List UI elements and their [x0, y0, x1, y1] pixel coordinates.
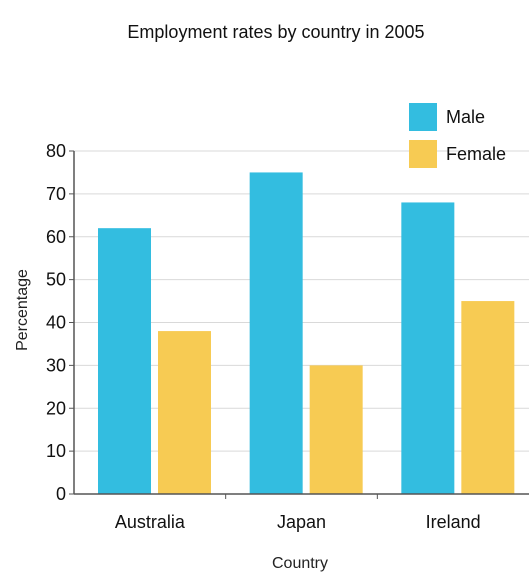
x-axis-ticks: Australia Japan Ireland — [115, 512, 481, 532]
legend-label-female: Female — [446, 144, 506, 164]
x-tick-label-japan: Japan — [277, 512, 326, 532]
bar-female-australia — [158, 331, 211, 494]
bar-female-ireland — [461, 301, 515, 494]
y-tick-label-80: 80 — [46, 141, 66, 161]
y-axis-title: Percentage — [14, 269, 31, 351]
x-tick-label-ireland: Ireland — [426, 512, 481, 532]
bar-male-australia — [98, 228, 151, 495]
legend: Male Female — [409, 103, 506, 168]
bar-male-japan — [249, 172, 303, 494]
y-tick-label-0: 0 — [56, 484, 66, 504]
bars — [98, 172, 515, 495]
x-axis-title: Country — [272, 555, 328, 572]
y-tick-label-30: 30 — [46, 355, 66, 375]
y-tick-label-20: 20 — [46, 398, 66, 418]
y-tick-label-60: 60 — [46, 227, 66, 247]
bar-male-ireland — [401, 202, 455, 494]
y-tick-label-70: 70 — [46, 184, 66, 204]
y-tick-label-10: 10 — [46, 441, 66, 461]
chart-title: Employment rates by country in 2005 — [127, 22, 424, 42]
legend-swatch-female — [409, 140, 437, 168]
legend-label-male: Male — [446, 107, 485, 127]
y-tick-label-50: 50 — [46, 270, 66, 290]
y-tick-label-40: 40 — [46, 313, 66, 333]
y-axis-ticks: 0 10 20 30 40 50 60 70 80 — [46, 141, 74, 504]
x-tick-label-australia: Australia — [115, 512, 186, 532]
legend-swatch-male — [409, 103, 437, 131]
bar-female-japan — [309, 365, 363, 494]
